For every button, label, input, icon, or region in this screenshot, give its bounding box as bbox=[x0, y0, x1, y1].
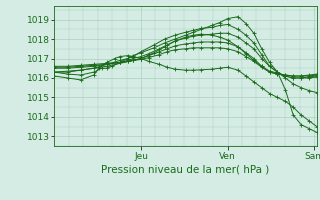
X-axis label: Pression niveau de la mer( hPa ): Pression niveau de la mer( hPa ) bbox=[101, 165, 270, 175]
